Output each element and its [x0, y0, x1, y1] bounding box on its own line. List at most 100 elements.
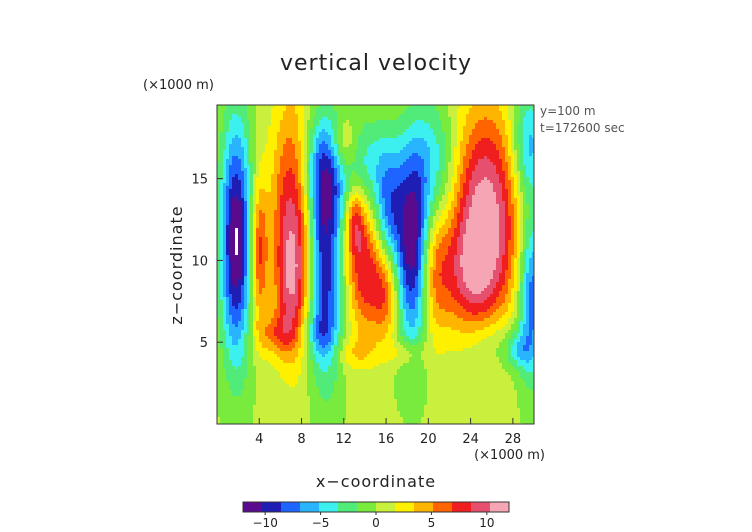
heat-cell: [226, 135, 230, 139]
heat-cell: [439, 210, 443, 214]
heat-cell: [382, 159, 386, 163]
heat-cell: [328, 111, 332, 115]
heat-cell: [316, 129, 320, 133]
heat-cell: [430, 240, 434, 244]
heat-cell: [244, 222, 248, 226]
heat-cell: [511, 201, 515, 205]
heat-cell: [412, 180, 416, 184]
heat-cell: [406, 117, 410, 121]
heat-cell: [337, 177, 341, 181]
heat-cell: [349, 147, 353, 151]
heat-cell: [277, 216, 281, 220]
heat-cell: [409, 144, 413, 148]
heat-cell: [259, 141, 263, 145]
heat-cell: [379, 192, 383, 196]
heat-cell: [244, 123, 248, 127]
heat-cell: [289, 222, 293, 226]
heat-cell: [343, 135, 347, 139]
heat-cell: [424, 120, 428, 124]
heat-cell: [499, 183, 503, 187]
heat-cell: [391, 222, 395, 226]
heat-cell: [478, 126, 482, 130]
heat-cell: [430, 168, 434, 172]
heat-cell: [502, 165, 506, 169]
heat-cell: [358, 210, 362, 214]
heat-cell: [304, 165, 308, 169]
chart-title: vertical velocity: [280, 51, 472, 76]
heat-cell: [487, 165, 491, 169]
heat-cell: [463, 192, 467, 196]
heat-cell: [283, 150, 287, 154]
heat-cell: [532, 180, 535, 184]
heat-cell: [421, 240, 425, 244]
heat-cell: [400, 180, 404, 184]
heat-cell: [415, 123, 419, 127]
heat-cell: [346, 138, 350, 142]
heat-cell: [244, 153, 248, 157]
heat-cell: [253, 210, 257, 214]
heat-cell: [265, 174, 269, 178]
heat-cell: [460, 132, 464, 136]
heat-cell: [400, 192, 404, 196]
heat-cell: [463, 243, 467, 247]
heat-cell: [511, 243, 515, 247]
heat-cell: [352, 114, 356, 118]
heat-cell: [283, 129, 287, 133]
heat-cell: [502, 159, 506, 163]
heat-cell: [373, 114, 377, 118]
heat-cell: [289, 111, 293, 115]
heat-cell: [238, 228, 242, 232]
heat-cell: [256, 195, 260, 199]
heat-cell: [523, 108, 527, 112]
heat-cell: [394, 108, 398, 112]
heat-cell: [481, 114, 485, 118]
heat-cell: [259, 198, 263, 202]
heat-cell: [241, 126, 245, 130]
heat-cell: [508, 222, 512, 226]
heat-cell: [232, 225, 236, 229]
heat-cell: [502, 129, 506, 133]
heat-cell: [487, 138, 491, 142]
heat-cell: [472, 168, 476, 172]
heat-cell: [328, 144, 332, 148]
heat-cell: [454, 129, 458, 133]
heat-cell: [271, 210, 275, 214]
heat-cell: [331, 156, 335, 160]
heat-cell: [229, 234, 233, 238]
heat-cell: [262, 126, 266, 130]
heat-cell: [529, 177, 533, 181]
heat-cell: [292, 216, 296, 220]
heat-cell: [520, 168, 524, 172]
heat-cell: [400, 135, 404, 139]
heat-cell: [388, 237, 392, 241]
heat-cell: [436, 186, 440, 190]
heat-cell: [217, 108, 221, 112]
heat-cell: [295, 111, 299, 115]
heat-cell: [493, 117, 497, 121]
heat-cell: [325, 186, 329, 190]
heat-cell: [529, 114, 533, 118]
heat-cell: [220, 183, 224, 187]
heat-cell: [349, 177, 353, 181]
heat-cell: [355, 174, 359, 178]
heat-cell: [472, 210, 476, 214]
heat-cell: [340, 174, 344, 178]
heat-cell: [514, 111, 518, 115]
heat-cell: [346, 231, 350, 235]
heat-cell: [403, 216, 407, 220]
heat-cell: [262, 147, 266, 151]
heat-cell: [406, 177, 410, 181]
heat-cell: [499, 219, 503, 223]
heat-cell: [391, 177, 395, 181]
heat-cell: [502, 147, 506, 151]
heat-cell: [433, 123, 437, 127]
heat-cell: [253, 219, 257, 223]
heat-cell: [451, 120, 455, 124]
heat-cell: [400, 111, 404, 115]
heat-cell: [466, 204, 470, 208]
heat-cell: [307, 147, 311, 151]
heat-cell: [373, 222, 377, 226]
heat-cell: [430, 123, 434, 127]
heat-cell: [451, 210, 455, 214]
heat-cell: [244, 207, 248, 211]
